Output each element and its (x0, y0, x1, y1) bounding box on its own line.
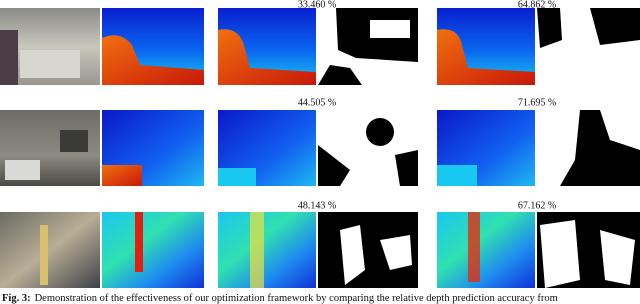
depth-opt (437, 212, 535, 288)
depth-pred (218, 212, 316, 288)
accuracy-after: 64.862 % (518, 0, 556, 10)
row-2: 44.505 % 71.695 % (0, 97, 640, 186)
caption-label: Fig. 3: (2, 293, 31, 304)
sofa (20, 50, 80, 78)
chair (0, 30, 18, 85)
depth-near (102, 35, 204, 85)
depth-gt (102, 212, 204, 288)
accuracy-before: 44.505 % (298, 97, 336, 108)
accuracy-before: 48.143 % (298, 200, 336, 211)
accuracy-after: 67.162 % (518, 200, 556, 211)
mask-region (318, 8, 418, 85)
depth-near (437, 29, 535, 85)
accuracy-before: 33.460 % (298, 0, 336, 10)
mask-region (537, 8, 640, 48)
desk (5, 160, 40, 180)
row-3: 48.143 % 67.162 % (0, 200, 640, 288)
mask-region (318, 145, 418, 186)
caption-text: Demonstration of the effectiveness of ou… (35, 293, 558, 304)
depth-near (250, 212, 264, 288)
depth-near (218, 168, 256, 186)
mask-region (366, 118, 394, 146)
mask-region (340, 225, 412, 285)
depth-near (468, 212, 480, 282)
mask-region (540, 220, 635, 288)
window (60, 130, 88, 152)
depth-near (218, 29, 316, 85)
object (40, 225, 48, 285)
mask-region (537, 110, 640, 186)
accuracy-after: 71.695 % (518, 97, 556, 108)
rgb-image (0, 212, 100, 288)
row-1: 33.460 % 64.862 % (0, 0, 640, 85)
depth-near (102, 165, 142, 186)
depth-near (135, 212, 143, 272)
caption: Fig. 3: Demonstration of the effectivenes… (2, 293, 558, 304)
depth-near (437, 165, 477, 186)
mask-region (370, 20, 410, 38)
